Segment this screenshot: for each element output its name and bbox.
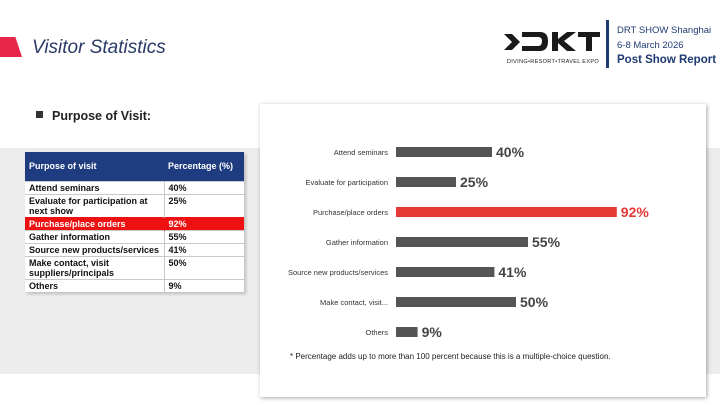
logo-tagline: DIVING•RESORT•TRAVEL EXPO bbox=[506, 59, 600, 65]
category-label: Gather information bbox=[326, 238, 388, 247]
table-header-percentage: Percentage (%) bbox=[164, 152, 244, 181]
category-label: Purchase/place orders bbox=[313, 208, 388, 217]
section-title: Purpose of Visit: bbox=[52, 109, 152, 123]
category-label: Make contact, visit... bbox=[320, 298, 388, 307]
header-divider bbox=[606, 20, 609, 68]
category-label: Attend seminars bbox=[334, 148, 388, 157]
category-label: Others bbox=[365, 328, 388, 337]
chart-card: Attend seminars 40% Evaluate for participa… bbox=[260, 104, 706, 397]
bar bbox=[396, 177, 456, 187]
bar bbox=[396, 327, 418, 337]
bar-chart: Attend seminars 40% Evaluate for participa… bbox=[288, 144, 650, 340]
table-row: Gather information 55% bbox=[25, 229, 244, 243]
table-cell-percentage: 50% bbox=[164, 255, 244, 279]
show-dates: 6-8 March 2026 bbox=[617, 40, 684, 51]
table-cell-purpose: Gather information bbox=[25, 229, 165, 243]
table-cell-purpose: Purchase/place orders bbox=[25, 216, 165, 230]
table-header-row: Purpose of visit Percentage (%) bbox=[25, 152, 244, 181]
show-name: DRT SHOW Shanghai bbox=[617, 25, 712, 36]
table-cell-percentage: 55% bbox=[164, 229, 244, 243]
table-cell-percentage: 25% bbox=[164, 193, 244, 217]
table-row: Evaluate for participation at next show 2… bbox=[25, 193, 244, 217]
report-title: Post Show Report bbox=[617, 54, 717, 66]
table-row-highlighted: Purchase/place orders 92% bbox=[25, 216, 244, 230]
bullet-square-icon bbox=[36, 111, 43, 118]
bar bbox=[396, 237, 528, 247]
table-row: Make contact, visit suppliers/principals… bbox=[25, 255, 244, 279]
value-label: 25% bbox=[460, 174, 489, 190]
bar bbox=[396, 297, 516, 307]
purpose-table: Purpose of visit Percentage (%) Attend s… bbox=[25, 152, 244, 292]
table-cell-purpose: Source new products/services bbox=[25, 242, 165, 256]
value-label: 55% bbox=[532, 234, 561, 250]
value-label: 50% bbox=[520, 294, 549, 310]
table-cell-percentage: 40% bbox=[164, 180, 244, 194]
table-header-purpose: Purpose of visit bbox=[25, 152, 164, 181]
category-label: Evaluate for participation bbox=[305, 178, 388, 187]
page-title: Visitor Statistics bbox=[32, 37, 166, 58]
table-row: Others 9% bbox=[25, 278, 244, 292]
bar bbox=[396, 147, 492, 157]
value-label: 9% bbox=[422, 324, 443, 340]
table-cell-purpose: Evaluate for participation at next show bbox=[25, 193, 165, 217]
title-accent bbox=[0, 37, 22, 57]
value-label: 92% bbox=[621, 204, 650, 220]
section-heading: Purpose of Visit: bbox=[36, 109, 151, 123]
category-label: Source new products/services bbox=[288, 268, 388, 277]
table-cell-purpose: Make contact, visit suppliers/principals bbox=[25, 255, 165, 279]
table-cell-purpose: Attend seminars bbox=[25, 180, 165, 194]
value-label: 40% bbox=[496, 144, 525, 160]
bar bbox=[396, 207, 617, 217]
table-cell-percentage: 92% bbox=[164, 216, 244, 230]
drt-logo bbox=[504, 32, 600, 51]
table-cell-percentage: 41% bbox=[164, 242, 244, 256]
table-cell-purpose: Others bbox=[25, 278, 165, 292]
chart-footnote: * Percentage adds up to more than 100 pe… bbox=[290, 352, 611, 361]
table-cell-percentage: 9% bbox=[164, 278, 244, 292]
table-row: Attend seminars 40% bbox=[25, 180, 244, 194]
table-row: Source new products/services 41% bbox=[25, 242, 244, 256]
bar bbox=[396, 267, 495, 277]
value-label: 41% bbox=[498, 264, 527, 280]
